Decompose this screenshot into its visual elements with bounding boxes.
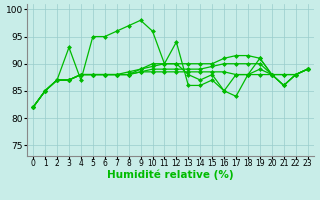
X-axis label: Humidité relative (%): Humidité relative (%) — [107, 170, 234, 180]
